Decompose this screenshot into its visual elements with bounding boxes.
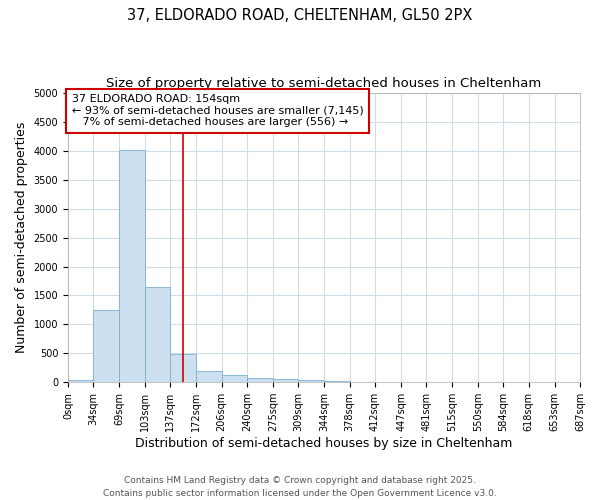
Bar [68,380,94,382]
Bar [273,380,298,382]
Bar [170,354,196,382]
Bar [119,150,145,382]
Bar [94,310,119,382]
Text: 37 ELDORADO ROAD: 154sqm
← 93% of semi-detached houses are smaller (7,145)
   7%: 37 ELDORADO ROAD: 154sqm ← 93% of semi-d… [72,94,364,128]
Bar [325,381,350,382]
Text: Contains HM Land Registry data © Crown copyright and database right 2025.
Contai: Contains HM Land Registry data © Crown c… [103,476,497,498]
Text: 37, ELDORADO ROAD, CHELTENHAM, GL50 2PX: 37, ELDORADO ROAD, CHELTENHAM, GL50 2PX [127,8,473,22]
Bar [221,376,247,382]
Bar [196,370,221,382]
X-axis label: Distribution of semi-detached houses by size in Cheltenham: Distribution of semi-detached houses by … [136,437,513,450]
Bar [247,378,273,382]
Y-axis label: Number of semi-detached properties: Number of semi-detached properties [15,122,28,354]
Bar [298,380,325,382]
Bar [145,288,170,382]
Title: Size of property relative to semi-detached houses in Cheltenham: Size of property relative to semi-detach… [106,78,542,90]
